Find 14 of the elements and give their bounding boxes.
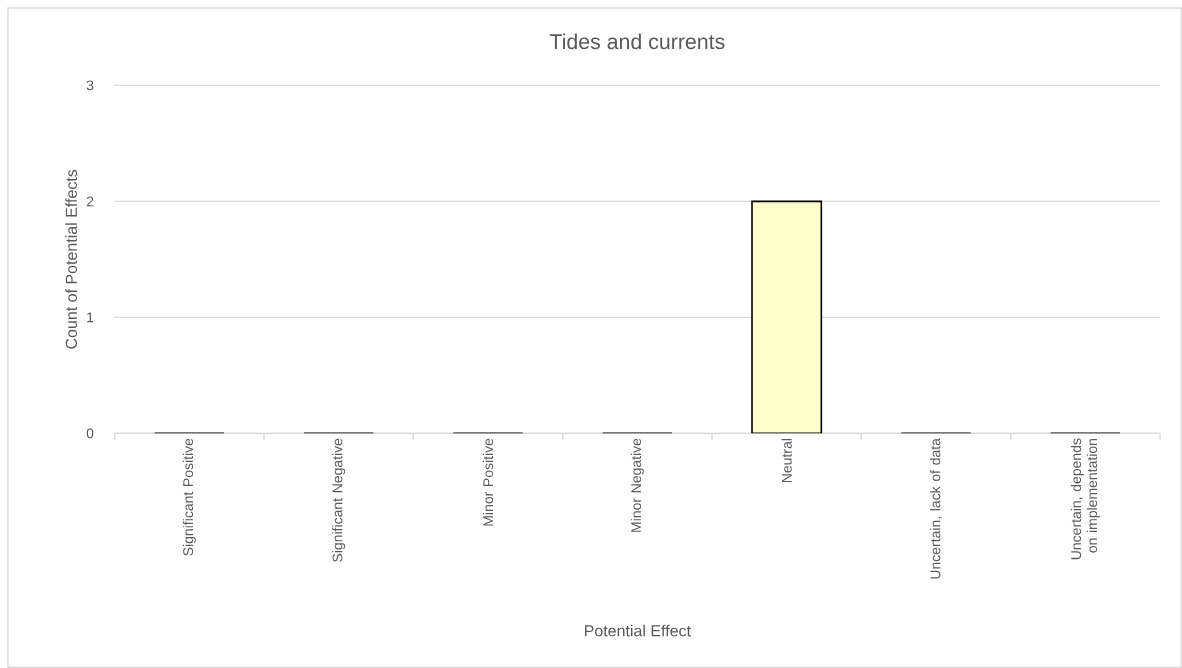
x-tick-label: Minor Negative (630, 438, 644, 532)
x-tick-label: Significant Negative (332, 438, 346, 562)
y-tick-label: 2 (86, 196, 94, 207)
x-tick-label: Neutral (781, 438, 792, 483)
chart-title: Tides and currents (549, 33, 725, 50)
y-tick-label: 0 (86, 428, 94, 439)
x-axis-title: Potential Effect (584, 624, 691, 637)
x-tick-label: Uncertain, lack of data (930, 438, 942, 579)
y-tick-label: 1 (87, 312, 94, 323)
x-tick-label: Significant Positive (182, 438, 196, 556)
x-tick-label: Uncertain, depends on implementation (1070, 438, 1100, 560)
x-tick-label: Minor Positive (482, 438, 494, 526)
y-axis-title: Count of Potential Effects (65, 169, 78, 349)
y-tick-label: 3 (86, 80, 94, 91)
